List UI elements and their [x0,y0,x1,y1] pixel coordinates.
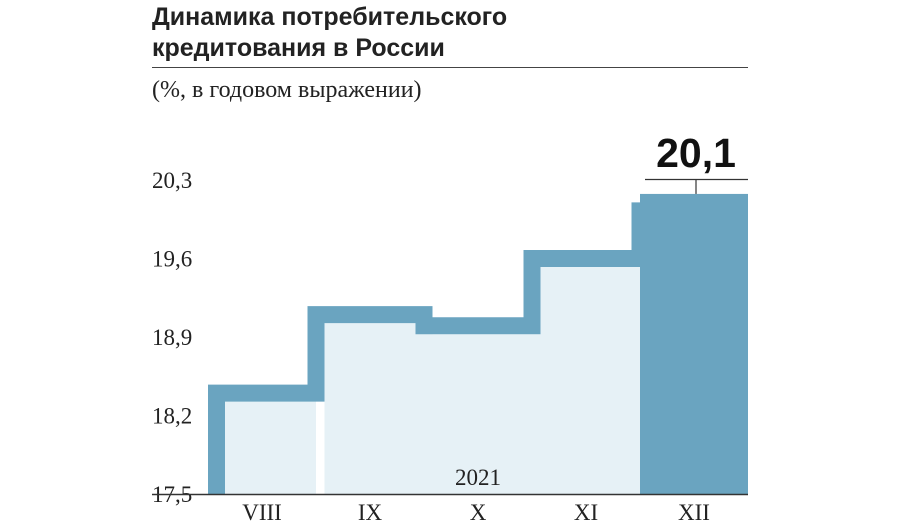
chart-title: Динамика потребительского кредитования в… [152,2,507,64]
title-divider [152,67,748,68]
bar-fill-xi [540,267,649,494]
x-tick-label: XI [574,500,598,521]
x-tick-label: XII [678,500,710,521]
bar-step-outline [208,202,649,494]
y-tick-label: 20,3 [152,168,192,193]
y-tick-label: 19,6 [152,247,192,272]
chart-subtitle: (%, в годовом выражении) [152,77,422,103]
x-tick-label: VIII [242,500,282,521]
y-tick-label: 18,9 [152,325,192,350]
year-label: 2021 [455,465,501,490]
data-label-xii: 20,1 [656,130,736,176]
chart-title-line-2: кредитования в России [152,34,445,62]
bar-fill-viii [216,401,316,494]
bar-xii [640,193,748,494]
y-tick-label: 18,2 [152,404,192,429]
bar-fill-x [432,334,541,494]
bar-fill-ix [324,323,433,494]
chart-title-line-1: Динамика потребительского [152,3,508,31]
x-tick-label: X [470,500,487,521]
x-tick-label: IX [358,500,383,521]
